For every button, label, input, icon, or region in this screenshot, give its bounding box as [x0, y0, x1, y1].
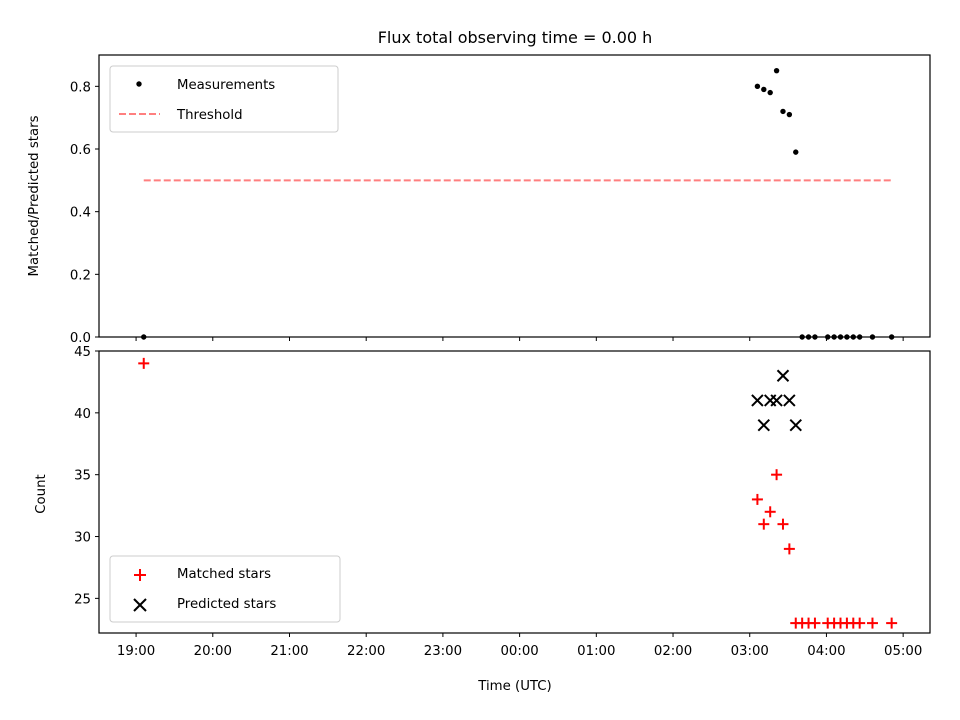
y-tick-label: 0.6: [70, 143, 91, 158]
measurement-point: [780, 108, 786, 115]
bottom-axes-frame: [98, 350, 931, 634]
predicted-stars-legend-label: Predicted stars: [177, 597, 276, 612]
x-tick-label: 21:00: [270, 644, 308, 659]
predicted-star-marker: [776, 369, 790, 382]
matched-star-marker: [138, 357, 150, 369]
bottom-legend: Matched stars Predicted stars: [109, 555, 341, 623]
x-tick-label: 01:00: [577, 644, 615, 659]
bottom-x-ticks: 19:00 20:00 21:00 22:00 23:00 00:00 01:00 02:00…: [117, 633, 922, 659]
x-tick-label: 22:00: [347, 644, 385, 659]
y-tick-label: 0.2: [70, 268, 91, 283]
top-legend: Measurements Threshold: [109, 65, 339, 133]
bottom-y-ticks: 25 30 35 40 45: [74, 345, 99, 607]
x-tick-label: 05:00: [884, 644, 922, 659]
matched-star-marker: [758, 518, 770, 530]
x-tick-label: 20:00: [194, 644, 232, 659]
top-panel: 0.00.20.40.60.8 Matched/Predicted stars …: [27, 54, 931, 346]
y-tick-label: 45: [74, 345, 91, 360]
predicted-star-marker: [770, 394, 783, 407]
measurement-point: [761, 86, 767, 93]
threshold-legend-label: Threshold: [176, 108, 243, 123]
measurement-point: [773, 67, 780, 74]
matched-star-marker: [783, 543, 795, 555]
y-tick-label: 0.0: [70, 331, 91, 346]
x-tick-label: 00:00: [500, 644, 538, 659]
top-x-ticks: [135, 337, 904, 341]
predicted-star-marker: [789, 419, 802, 432]
x-tick-label: 02:00: [654, 644, 692, 659]
matched-star-marker: [866, 617, 878, 629]
measurement-point: [793, 149, 799, 155]
predicted-star-marker: [757, 419, 771, 432]
measurement-point: [786, 111, 793, 118]
bottom-y-axis-label: Count: [34, 474, 49, 514]
matched-star-marker: [854, 617, 866, 629]
top-y-ticks: 0.0 0.2 0.4 0.6 0.8: [70, 80, 99, 346]
figure-title: Flux total observing time = 0.00 h: [378, 28, 653, 47]
x-tick-label: 23:00: [424, 644, 462, 659]
top-y-axis-label: Matched/Predicted stars: [27, 115, 42, 276]
matched-star-marker: [886, 617, 898, 629]
measurements-legend-marker: [136, 81, 142, 87]
measurement-point: [754, 83, 761, 90]
x-tick-label: 04:00: [807, 644, 845, 659]
y-tick-label: 0.8: [70, 80, 91, 95]
y-tick-label: 40: [74, 407, 91, 422]
measurement-point: [767, 89, 773, 96]
matched-star-marker: [777, 518, 789, 530]
bottom-panel: 25 30 35 40 45 19:00 20:00 21:00 22:00 23:00 00:0…: [34, 345, 931, 694]
bottom-plot-area: [138, 357, 898, 629]
matched-star-marker: [809, 617, 821, 629]
matched-star-marker: [771, 469, 783, 481]
predicted-star-marker: [783, 394, 796, 407]
y-tick-label: 0.4: [70, 206, 91, 221]
matched-star-marker: [764, 506, 776, 518]
x-axis-label: Time (UTC): [477, 679, 552, 694]
bottom-legend-box: [109, 555, 341, 623]
matched-stars-legend-marker: [134, 569, 146, 581]
top-legend-box: [109, 65, 339, 133]
predicted-stars-legend-marker: [133, 598, 147, 612]
matched-star-marker: [751, 493, 763, 505]
y-tick-label: 35: [74, 469, 91, 484]
matched-stars-legend-label: Matched stars: [177, 567, 271, 582]
predicted-star-marker: [751, 394, 764, 407]
x-tick-label: 19:00: [117, 644, 155, 659]
y-tick-label: 30: [74, 531, 91, 546]
top-axes-frame: [98, 54, 931, 338]
x-tick-label: 03:00: [731, 644, 769, 659]
measurements-legend-label: Measurements: [177, 78, 275, 93]
y-tick-label: 25: [74, 592, 91, 607]
